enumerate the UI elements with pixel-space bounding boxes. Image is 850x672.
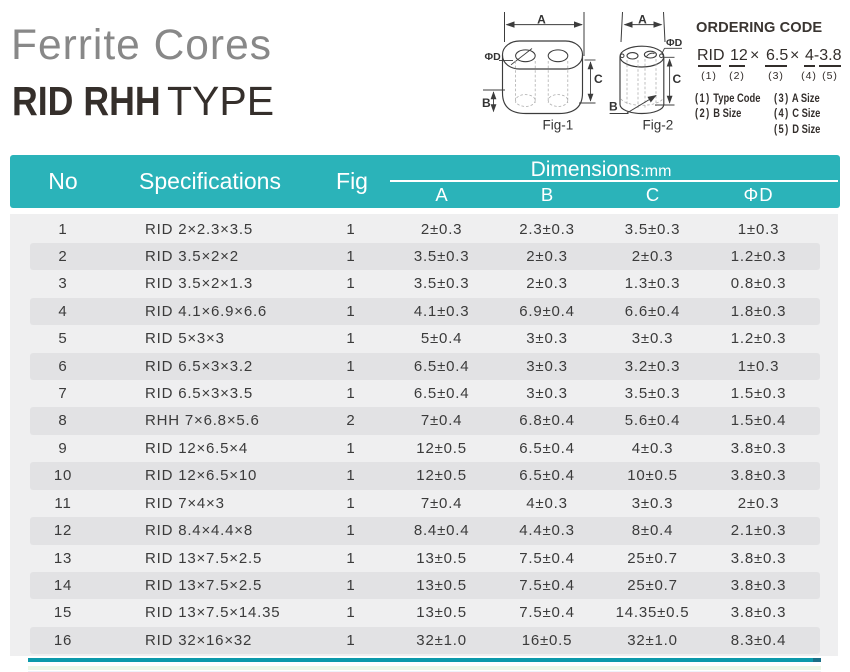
- svg-text:B: B: [609, 100, 618, 114]
- svg-text:B: B: [482, 96, 491, 110]
- svg-text:Fig-1: Fig-1: [543, 118, 574, 133]
- svg-text:C: C: [594, 72, 603, 86]
- svg-text:C: C: [673, 72, 682, 86]
- svg-text:A: A: [537, 12, 546, 26]
- svg-text:Fig-2: Fig-2: [643, 118, 674, 133]
- svg-text:A: A: [638, 12, 647, 26]
- svg-text:ΦD: ΦD: [666, 37, 683, 49]
- svg-text:ΦD: ΦD: [485, 51, 502, 63]
